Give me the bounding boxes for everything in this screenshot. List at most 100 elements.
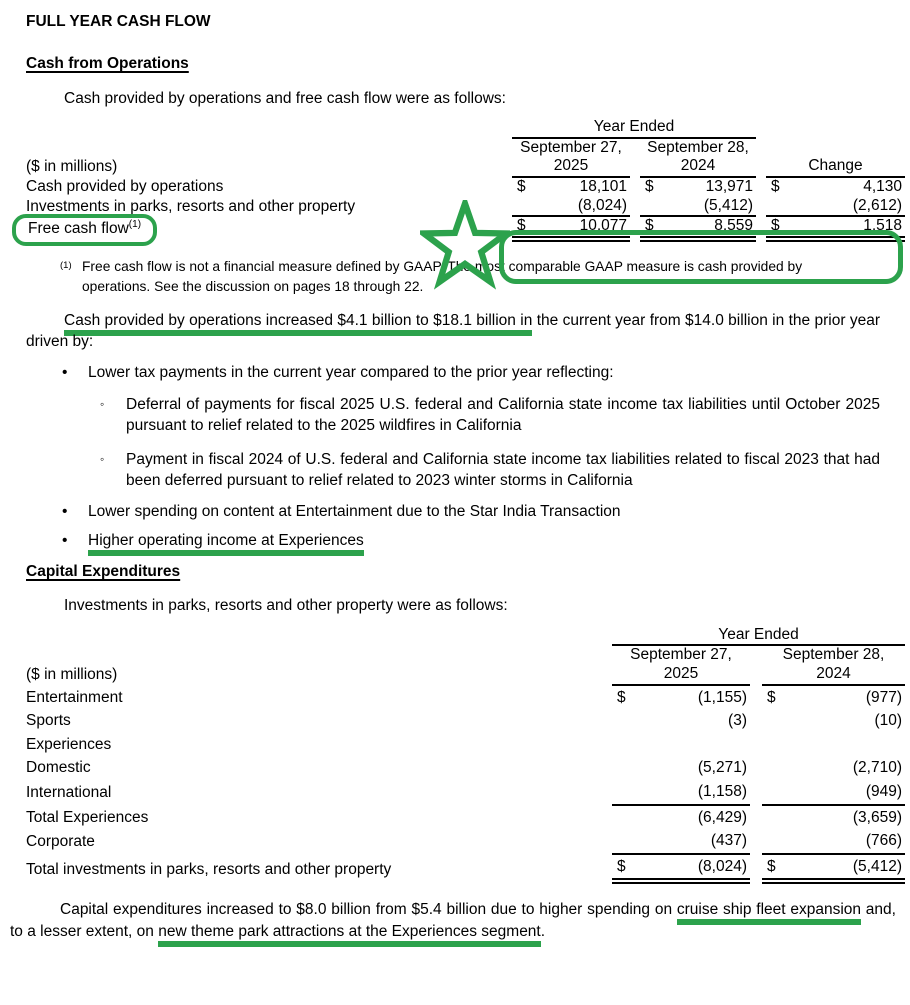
bullet-item: • Lower tax payments in the current year… — [26, 362, 880, 383]
table-row: Entertainment $ (1,155) $ (977) — [26, 685, 905, 710]
table-row: Total Experiences (6,429) (3,659) — [26, 805, 905, 830]
currency-symbol: $ — [617, 857, 626, 875]
currency-symbol: $ — [771, 177, 780, 195]
currency-symbol: $ — [771, 217, 780, 235]
sub-bullet-item: ◦ Deferral of payments for fiscal 2025 U… — [26, 394, 880, 437]
row-label: Total investments in parks, resorts and … — [26, 860, 392, 878]
value-cell: 18,101 — [579, 177, 627, 195]
value-cell: (5,271) — [697, 759, 747, 777]
value-cell: 4,130 — [863, 177, 903, 195]
currency-symbol: $ — [517, 217, 526, 235]
green-underline-highlight: cruise ship fleet expansion — [676, 901, 862, 926]
column-header-2025: September 27, 2025 — [512, 137, 630, 178]
page-title: FULL YEAR CASH FLOW — [26, 13, 211, 30]
value-cell: (766) — [865, 832, 903, 850]
row-label: Cash provided by operations — [26, 177, 224, 195]
units-label: ($ in millions) — [26, 158, 118, 176]
paragraph-text: Capital expenditures increased to $8.0 b… — [60, 901, 677, 919]
value-cell: (1,158) — [697, 782, 747, 800]
section-heading-cash-from-operations: Cash from Operations — [26, 55, 189, 73]
green-underline-highlight: new theme park attractions at the Experi… — [158, 922, 541, 947]
units-label: ($ in millions) — [26, 666, 118, 683]
row-label: Corporate — [26, 833, 95, 851]
bullet-icon: • — [62, 364, 68, 382]
bullet-text: Payment in fiscal 2024 of U.S. federal a… — [126, 450, 880, 489]
value-cell: (8,024) — [577, 196, 627, 214]
value-cell: (2,710) — [852, 759, 903, 777]
value-cell: 1,518 — [863, 217, 903, 235]
table-row: ($ in millions) September 27, 2025 Septe… — [26, 137, 906, 178]
value-cell: 13,971 — [705, 177, 754, 195]
currency-symbol: $ — [617, 688, 626, 706]
bullet-text: Lower tax payments in the current year c… — [88, 364, 614, 382]
green-underline-highlight: Higher operating income at Experiences — [88, 531, 364, 556]
row-label: Free cash flow — [28, 220, 129, 238]
bullet-icon: • — [62, 531, 68, 549]
value-cell: (1,155) — [697, 688, 747, 706]
value-cell: 8,559 — [714, 217, 754, 235]
table-row: Free cash flow(1) $10,077 $8,559 $1,518 — [12, 213, 906, 246]
value-cell: (8,024) — [697, 857, 747, 875]
paragraph-text: and, to a lesser extent, on — [10, 901, 896, 940]
circle-bullet-icon: ◦ — [100, 451, 105, 466]
value-cell: (5,412) — [852, 857, 903, 875]
currency-symbol: $ — [767, 857, 776, 875]
section-heading-capital-expenditures: Capital Expenditures — [26, 563, 181, 581]
currency-symbol: $ — [517, 177, 526, 195]
row-label: Entertainment — [26, 688, 123, 706]
footnote-ref: (1) — [128, 218, 142, 230]
value-cell: (2,612) — [852, 196, 903, 214]
value-cell: (5,412) — [703, 196, 754, 214]
year-ended-header: Year Ended — [512, 118, 757, 139]
column-header-2024: September 28, 2024 — [762, 645, 906, 686]
column-header-change: Change — [766, 137, 906, 178]
circle-bullet-icon: ◦ — [100, 396, 105, 411]
value-cell: (437) — [710, 832, 747, 850]
table-row: Experiences — [26, 733, 905, 757]
currency-symbol: $ — [645, 177, 654, 195]
currency-symbol: $ — [767, 688, 776, 706]
table-row: Corporate (437) (766) — [26, 829, 906, 855]
value-cell: (949) — [865, 782, 903, 800]
capex-table-wrap: Year Ended ($ in millions) September 27,… — [26, 625, 906, 885]
table-row: ($ in millions) September 27, 2025 Septe… — [26, 645, 906, 686]
footnote-marker: (1) — [60, 259, 72, 271]
currency-symbol: $ — [645, 217, 654, 235]
green-underline-highlight: Cash provided by operations increased $4… — [64, 311, 533, 336]
value-cell: (3,659) — [852, 808, 903, 826]
bullet-icon: • — [62, 503, 68, 521]
column-header-2024: September 28, 2024 — [640, 137, 757, 178]
cash-flow-table: Year Ended ($ in millions) September 27,… — [12, 118, 906, 246]
bullet-item: • Higher operating income at Experiences — [26, 530, 880, 556]
paragraph-text: . — [540, 922, 546, 940]
table-row: Cash provided by operations $18,101 $13,… — [26, 177, 905, 197]
row-label: Total Experiences — [26, 808, 149, 826]
bullet-text: Lower spending on content at Entertainme… — [88, 503, 621, 521]
paragraph-text: the current year from $14.0 billion in t… — [26, 311, 880, 351]
capex-table: Year Ended ($ in millions) September 27,… — [26, 625, 906, 885]
value-cell: (977) — [865, 688, 903, 706]
cash-flow-table-wrap: Year Ended ($ in millions) September 27,… — [12, 118, 906, 290]
annotation-box-free-cash-flow-label: Free cash flow(1) — [12, 213, 158, 246]
table-row: Domestic (5,271) (2,710) — [26, 756, 905, 780]
value-cell: 10,077 — [579, 217, 627, 235]
value-cell: (10) — [874, 712, 903, 730]
footnote-text: Free cash flow is not a financial measur… — [82, 258, 803, 294]
table-row: International (1,158) (949) — [26, 779, 906, 806]
footnote: (1) Free cash flow is not a financial me… — [60, 257, 880, 297]
row-label: Experiences — [26, 735, 112, 753]
bullet-text: Deferral of payments for fiscal 2025 U.S… — [126, 395, 880, 435]
row-label: Domestic — [26, 759, 91, 777]
table-row: Sports (3) (10) — [26, 709, 905, 733]
table-row: Year Ended — [26, 625, 906, 647]
intro-text-capital-expenditures: Investments in parks, resorts and other … — [64, 597, 508, 615]
value-cell: (3) — [728, 712, 747, 730]
year-ended-header: Year Ended — [612, 625, 906, 647]
row-label: International — [26, 783, 112, 801]
intro-text-cash-operations: Cash provided by operations and free cas… — [64, 89, 506, 107]
table-row: Year Ended — [26, 118, 905, 139]
column-header-2025: September 27, 2025 — [612, 645, 750, 686]
value-cell: (6,429) — [697, 808, 747, 826]
capex-paragraph: Capital expenditures increased to $8.0 b… — [10, 899, 896, 947]
